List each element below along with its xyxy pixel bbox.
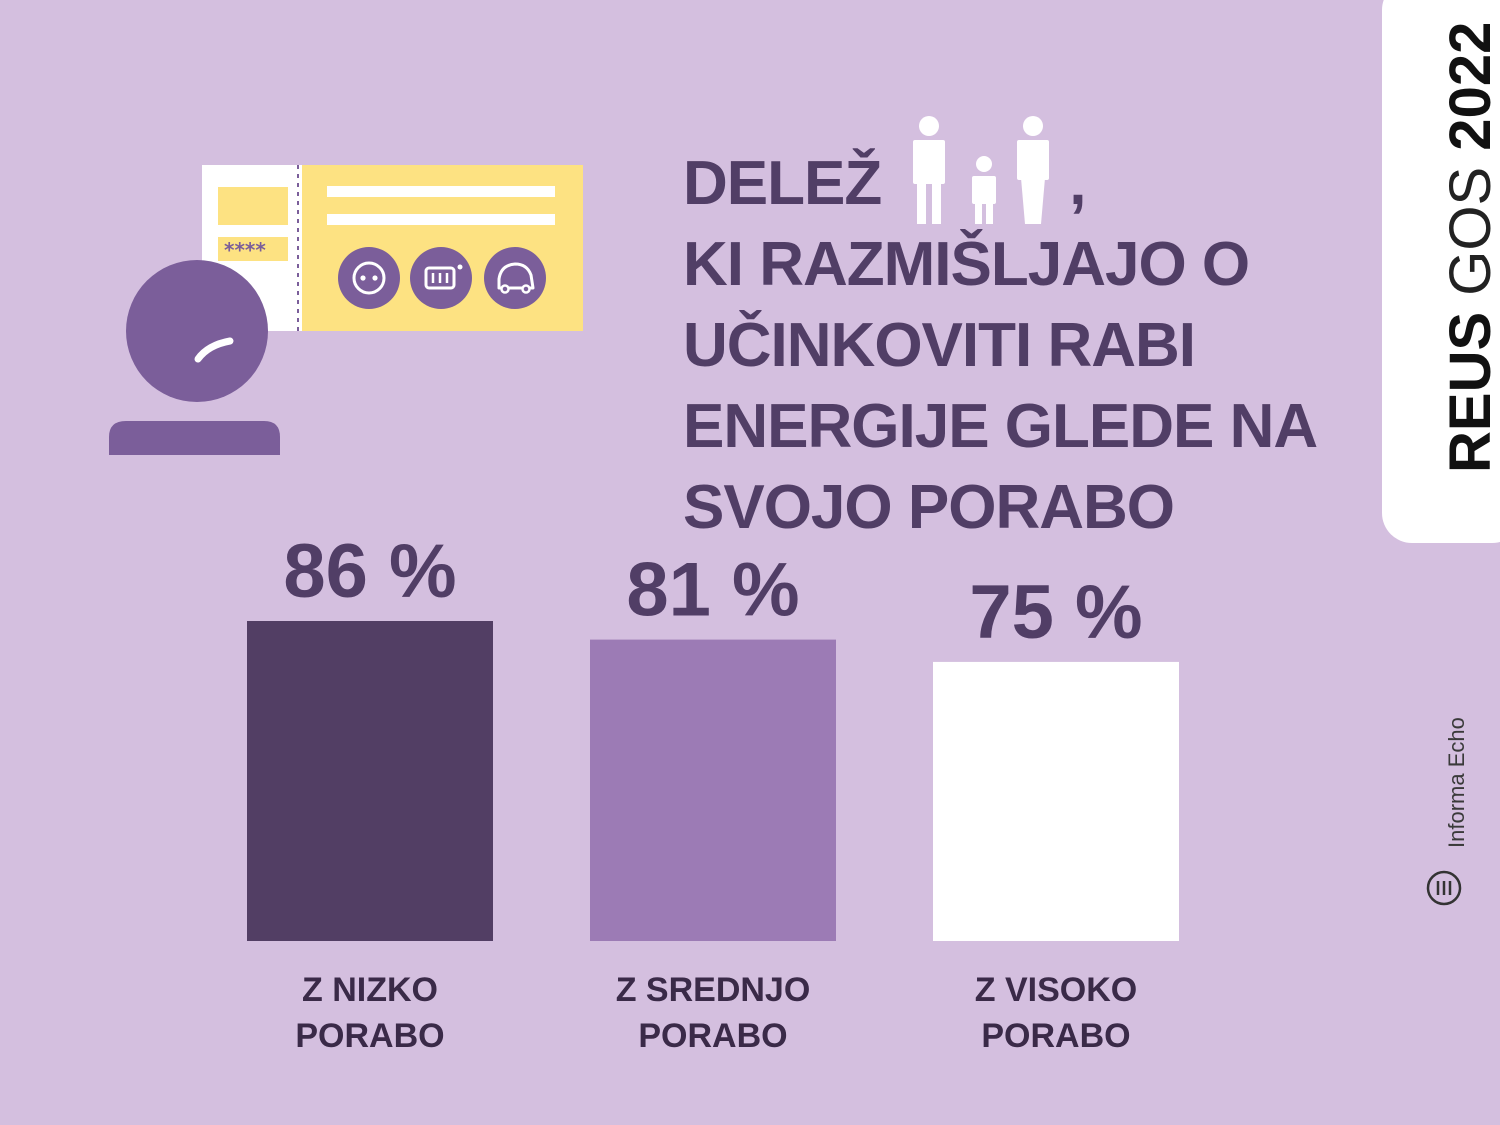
category-label-2-line-1: Z SREDNJO	[616, 971, 811, 1009]
side-tab	[1382, 0, 1500, 543]
value-label-1: 86 %	[283, 529, 456, 614]
card-stars: ****	[224, 238, 266, 262]
category-label-1-line-1: Z NIZKO	[302, 971, 438, 1009]
meter-icon	[410, 247, 472, 309]
person-icon	[109, 260, 280, 455]
title-line-1: DELEŽ ,	[683, 114, 1363, 224]
chart-title: DELEŽ , KI RAZMIŠLJAJO O UČINKOVITI RABI…	[683, 114, 1363, 548]
title-line-5: SVOJO PORABO	[683, 473, 1175, 542]
category-label-1-line-2: PORABO	[295, 1017, 444, 1055]
bar-1	[247, 621, 493, 941]
title-line-2: KI RAZMIŠLJAJO O	[683, 230, 1250, 299]
category-label-3-line-2: PORABO	[981, 1017, 1130, 1055]
category-label-3-line-1: Z VISOKO	[975, 971, 1137, 1009]
title-line-4: ENERGIJE GLEDE NA	[683, 392, 1318, 461]
person-with-card-illustration: ****	[109, 165, 583, 455]
category-label-2-line-2: PORABO	[638, 1017, 787, 1055]
car-icon	[484, 247, 546, 309]
value-label-3: 75 %	[969, 570, 1142, 655]
bar-3	[933, 661, 1179, 941]
title-line-3: UČINKOVITI RABI	[683, 311, 1196, 380]
bar-2	[590, 639, 836, 941]
value-label-2: 81 %	[626, 548, 799, 633]
socket-icon	[338, 247, 400, 309]
family-icon	[913, 116, 1050, 224]
informa-logo-icon	[1426, 870, 1462, 906]
